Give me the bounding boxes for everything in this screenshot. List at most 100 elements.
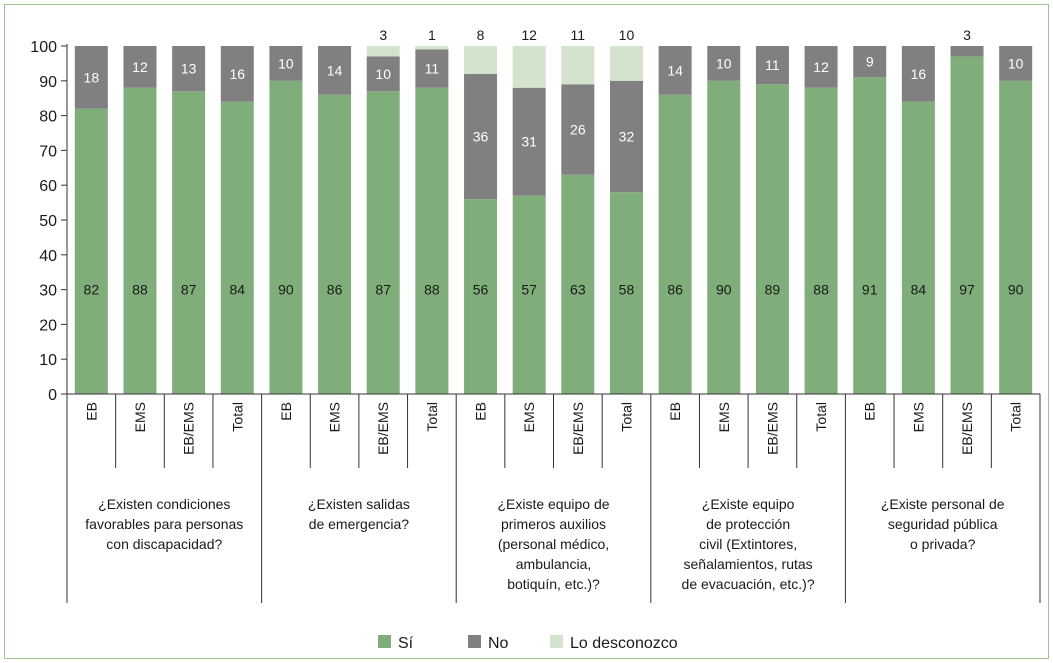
bar-segment-lo-desconozco (415, 46, 449, 50)
data-label: 12 (813, 59, 829, 75)
group-label: botiquín, etc.)? (507, 576, 600, 592)
data-label: 11 (571, 27, 586, 43)
data-label: 10 (375, 66, 391, 82)
y-tick-label: 60 (39, 178, 57, 195)
group-label: primeros auxilios (501, 516, 606, 532)
x-category-label: EMS (521, 402, 537, 432)
data-label: 88 (132, 282, 148, 298)
bar-segment-no (755, 46, 789, 85)
y-tick-label: 70 (39, 143, 57, 160)
bar-segment-no (74, 46, 108, 109)
group-label: de evacuación, etc.)? (682, 576, 815, 592)
data-label: 10 (716, 55, 732, 71)
data-label: 14 (327, 62, 343, 78)
y-tick-label: 100 (30, 39, 57, 56)
bar-segment-no (901, 46, 935, 102)
bar-segment-lo-desconozco (366, 46, 400, 57)
group-label: civil (Extintores, (699, 536, 797, 552)
bar-segment-no (853, 46, 887, 78)
x-category-label: EMS (716, 402, 732, 432)
data-label: 11 (765, 57, 780, 73)
bar-segment-no (366, 56, 400, 92)
bar-segment-no (658, 46, 692, 95)
data-label: 18 (84, 69, 100, 85)
data-label: 13 (181, 61, 197, 77)
data-label: 88 (424, 282, 440, 298)
bar-segment-lo-desconozco (464, 46, 498, 74)
x-category-label: EB (667, 402, 683, 421)
data-label: 10 (619, 27, 635, 43)
bar-segment-lo-desconozco (561, 46, 595, 85)
bar-segment-sí (415, 87, 449, 394)
chart-frame (4, 4, 1049, 659)
bar-segment-no (561, 84, 595, 175)
data-label: 90 (716, 282, 732, 298)
bar-segment-sí (658, 94, 692, 394)
group-label: (personal médico, (498, 536, 609, 552)
data-label: 88 (813, 282, 829, 298)
bar-segment-no (269, 46, 303, 81)
bar-segment-no (220, 46, 254, 102)
bar-segment-sí (172, 91, 206, 395)
x-category-label: EMS (910, 402, 926, 432)
x-category-label: EB (278, 402, 294, 421)
y-tick-label: 0 (48, 387, 57, 404)
bar-segment-sí (512, 195, 546, 394)
data-label: 3 (379, 27, 387, 43)
bar-segment-sí (999, 80, 1033, 395)
x-category-label: Total (229, 402, 245, 432)
bar-segment-lo-desconozco (609, 46, 643, 81)
group-label: favorables para personas (85, 516, 243, 532)
group-label: señalamientos, rutas (684, 556, 813, 572)
group-label: seguridad pública (888, 516, 998, 532)
data-label: 89 (765, 282, 781, 298)
x-category-label: EB/EMS (764, 402, 780, 455)
data-label: 84 (229, 282, 245, 298)
data-label: 26 (570, 122, 586, 138)
y-tick-label: 30 (39, 283, 57, 300)
data-label: 87 (375, 282, 391, 298)
x-category-label: EMS (132, 402, 148, 432)
x-category-label: EB/EMS (375, 402, 391, 455)
x-category-label: EB/EMS (959, 402, 975, 455)
data-label: 10 (278, 55, 294, 71)
bar-segment-sí (950, 56, 984, 394)
group-label: ¿Existe equipo (702, 496, 795, 512)
data-label: 36 (473, 128, 489, 144)
legend-swatch (550, 635, 563, 648)
data-label: 16 (229, 66, 245, 82)
data-label: 12 (521, 27, 537, 43)
legend-swatch (468, 635, 481, 648)
x-category-label: EB/EMS (181, 402, 197, 455)
data-label: 56 (473, 282, 489, 298)
group-label: ¿Existe equipo de (497, 496, 609, 512)
bar-segment-no (464, 73, 498, 200)
bar-segment-no (804, 46, 838, 88)
bar-segment-no (609, 80, 643, 193)
x-category-label: EB (473, 402, 489, 421)
data-label: 1 (428, 27, 436, 43)
x-category-label: Total (424, 402, 440, 432)
group-label: ambulancia, (516, 556, 592, 572)
data-label: 14 (667, 62, 683, 78)
x-category-label: EB (862, 402, 878, 421)
bar-segment-sí (755, 84, 789, 394)
data-label: 86 (667, 282, 683, 298)
legend-label: Lo desconozco (570, 635, 678, 652)
data-label: 57 (521, 282, 537, 298)
group-label: o privada? (910, 536, 976, 552)
data-label: 11 (425, 61, 440, 77)
data-label: 8 (477, 27, 485, 43)
bar-segment-lo-desconozco (512, 46, 546, 88)
data-label: 90 (1008, 282, 1024, 298)
y-tick-label: 90 (39, 74, 57, 91)
data-label: 90 (278, 282, 294, 298)
bar-segment-no (415, 49, 449, 88)
bar-segment-sí (804, 87, 838, 394)
data-label: 3 (963, 27, 971, 43)
y-tick-label: 10 (39, 352, 57, 369)
data-label: 32 (619, 128, 635, 144)
data-label: 84 (911, 282, 927, 298)
legend-label: No (488, 635, 509, 652)
bar-segment-sí (561, 174, 595, 394)
